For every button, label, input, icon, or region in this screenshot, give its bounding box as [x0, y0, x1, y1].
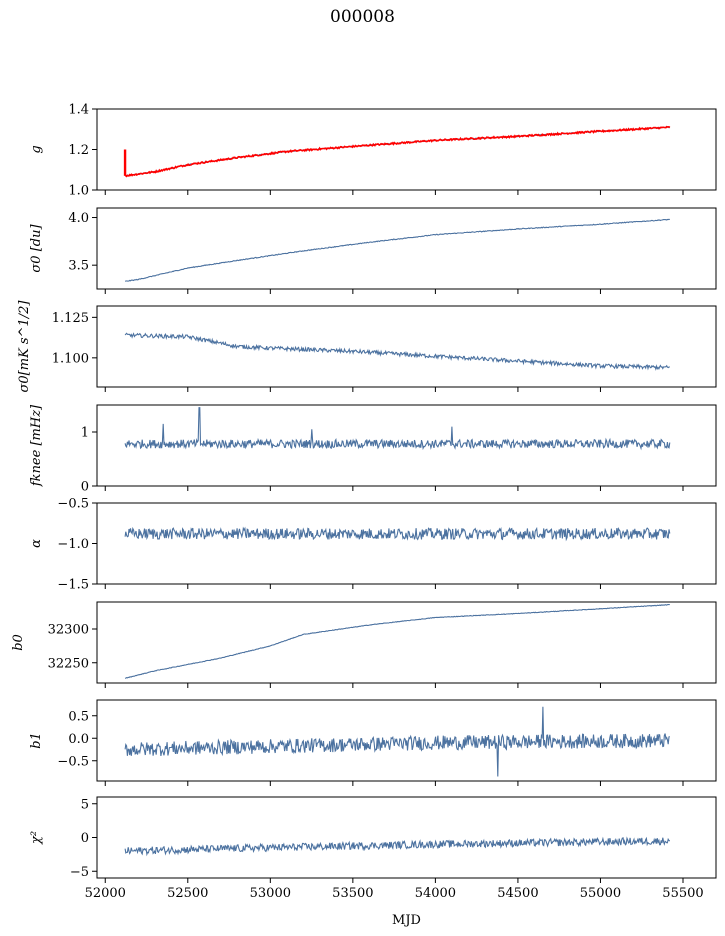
y-tick-label: 1.0	[68, 184, 89, 199]
y-tick-label: −0.5	[57, 754, 89, 769]
y-tick-label: 1.125	[52, 311, 89, 326]
y-axis-label: b0	[11, 634, 26, 651]
panel-g: 1.0 1.2 1.4 g	[29, 103, 717, 199]
series-line-fknee	[124, 407, 671, 451]
y-tick-label: 1.100	[52, 351, 89, 366]
panel-fknee: 0 1 fknee [mHz]	[29, 404, 717, 495]
y-tick-label: 0	[81, 831, 89, 846]
x-tick-label: 55500	[662, 886, 703, 901]
y-tick-label: −5	[70, 865, 89, 880]
x-tick-label: 52000	[85, 886, 126, 901]
series-line-sigma0	[125, 218, 671, 282]
series-line-alpha	[124, 526, 671, 542]
y-axis-label: b1	[29, 732, 44, 749]
y-tick-label: 3.5	[68, 259, 89, 274]
y-axis-label: σ0[mK s^1/2]	[17, 300, 32, 393]
y-axis-label: χ²	[29, 831, 44, 845]
x-tick-label: 54000	[415, 886, 456, 901]
y-axis-label: fknee [mHz]	[29, 404, 44, 487]
x-tick-label: 55000	[580, 886, 621, 901]
x-tick-label: 53000	[250, 886, 291, 901]
series-line-b0	[124, 603, 670, 679]
y-axis-label: σ0 [du]	[29, 224, 44, 273]
panel-alpha: −1.5 −1.0 −0.5 α	[29, 497, 717, 593]
y-tick-label: −0.5	[57, 497, 89, 512]
y-tick-label: 0.0	[68, 732, 89, 747]
panel-b1: −0.5 0.0 0.5 b1	[29, 699, 717, 786]
x-axis-label: MJD	[392, 913, 421, 928]
y-tick-label: 0	[81, 480, 89, 495]
y-tick-label: 1.2	[68, 143, 89, 158]
panel-chi2: 52000 52500 53000 53500 54000 54500 55000 55500…	[29, 796, 717, 901]
panel-sigma0: 3.5 4.0 σ0 [du]	[29, 207, 717, 294]
axes-frame	[96, 699, 717, 782]
y-tick-label: 5	[81, 797, 89, 812]
series-line-g	[124, 126, 670, 177]
y-tick-label: 0.5	[68, 709, 89, 724]
axes-frame	[96, 207, 717, 290]
series-line-g-reference-	[124, 125, 671, 178]
y-tick-label: −1.5	[57, 578, 89, 593]
x-tick-label: 52500	[167, 886, 208, 901]
x-tick-label: 53500	[332, 886, 373, 901]
axes-frame	[96, 601, 717, 684]
axes-frame	[96, 108, 717, 191]
series-line-chi2	[124, 836, 671, 857]
y-tick-label: 32250	[48, 656, 89, 671]
y-tick-label: 1.4	[68, 103, 89, 118]
y-axis-label: α	[29, 539, 44, 548]
panel-b0: 32250 32300 b0	[11, 601, 717, 688]
y-axis-label: g	[29, 145, 44, 153]
axes-frame	[96, 404, 717, 487]
figure-title: 000008	[330, 7, 395, 27]
axes-frame	[96, 502, 717, 585]
y-tick-label: −1.0	[57, 537, 89, 552]
series-line-b1	[124, 706, 670, 777]
x-tick-label: 54500	[497, 886, 538, 901]
panel-sigma0_mK: 1.100 1.125 σ0[mK s^1/2]	[17, 300, 717, 393]
y-tick-label: 1	[81, 426, 89, 441]
y-tick-label: 32300	[48, 623, 89, 638]
y-tick-label: 4.0	[68, 211, 89, 226]
axes-frame	[96, 305, 717, 388]
series-line-sigma0-mk	[124, 332, 670, 371]
